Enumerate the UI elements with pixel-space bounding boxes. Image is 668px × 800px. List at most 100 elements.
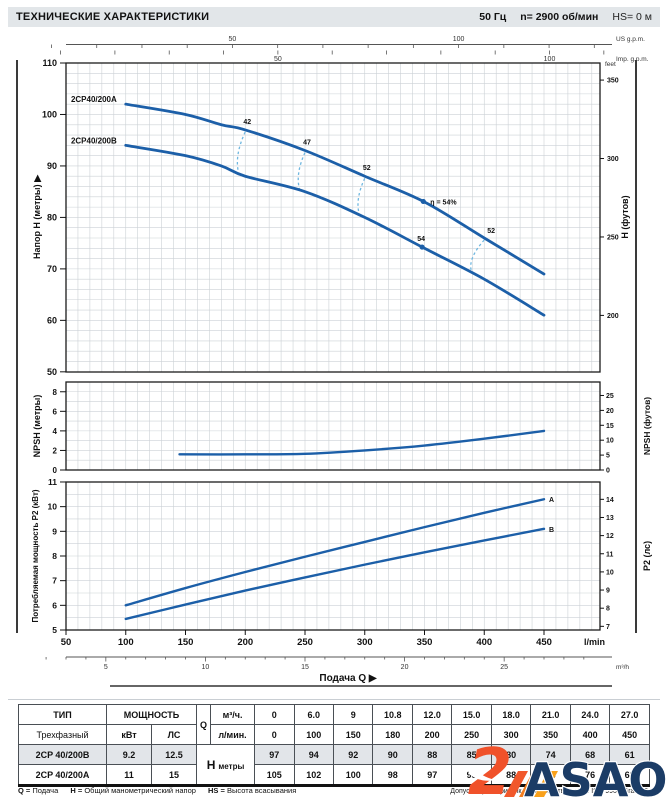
q-m3h-1: 6.0 [293, 704, 334, 725]
svg-text:90: 90 [47, 161, 57, 171]
svg-text:50: 50 [61, 637, 72, 648]
svg-text:m³/h: m³/h [616, 664, 629, 671]
svg-text:5: 5 [104, 664, 108, 671]
section-divider [8, 699, 660, 700]
q-m3h-6: 18.0 [490, 704, 532, 725]
h-b-0: 97 [254, 744, 295, 765]
h-b-6: 80 [490, 744, 532, 765]
svg-text:0: 0 [606, 468, 610, 475]
svg-text:5: 5 [52, 625, 57, 635]
pump-type-a: 2CP 40/200A [18, 764, 107, 786]
h-a-0: 105 [254, 764, 295, 786]
svg-text:52: 52 [363, 165, 371, 172]
svg-text:14: 14 [606, 497, 614, 504]
svg-text:6: 6 [53, 407, 58, 416]
svg-text:20: 20 [606, 408, 614, 415]
legend-q-val: Подача [32, 786, 59, 795]
svg-text:8: 8 [52, 551, 57, 561]
svg-text:25: 25 [606, 393, 614, 400]
type-header: ТИП [18, 704, 107, 725]
h-a-2: 100 [332, 764, 374, 786]
svg-text:10: 10 [606, 438, 614, 445]
svg-text:25: 25 [500, 664, 508, 671]
svg-text:100: 100 [453, 36, 465, 43]
svg-text:Напор H (метры) ▶: Напор H (метры) ▶ [32, 174, 42, 259]
svg-text:54: 54 [417, 236, 425, 243]
q-m3h-0: 0 [254, 704, 295, 725]
svg-text:47: 47 [303, 139, 311, 146]
svg-text:Imp. g.p.m.: Imp. g.p.m. [616, 56, 649, 63]
q-m3h-2: 9 [332, 704, 374, 725]
svg-text:P2 (лс): P2 (лс) [642, 541, 652, 571]
table-row-header1: ТИП МОЩНОСТЬ Q м³/ч. 0 6.0 9 10.8 12.0 1… [18, 704, 650, 745]
svg-text:110: 110 [42, 58, 57, 68]
logo-stripe-3 [534, 771, 558, 797]
q-m3h-7: 21.0 [530, 704, 571, 725]
svg-text:80: 80 [47, 212, 57, 222]
legend-hs-key: HS = [208, 786, 225, 795]
q-m3h-3: 10.8 [372, 704, 413, 725]
header-specs: 50 Гц n= 2900 об/мин HS= 0 м [479, 11, 652, 23]
footer: Q = Подача H = Общий манометрический нап… [18, 786, 650, 795]
svg-text:100: 100 [42, 109, 57, 119]
h-a-1: 102 [293, 764, 334, 786]
svg-text:350: 350 [417, 637, 433, 648]
q-m3h-8: 24.0 [569, 704, 611, 725]
kw-a: 11 [106, 764, 152, 786]
svg-text:200: 200 [607, 313, 619, 320]
svg-text:70: 70 [47, 264, 57, 274]
q-unit-m3h: м³/ч. [210, 704, 256, 725]
svg-text:11: 11 [48, 477, 57, 487]
h-a-3: 98 [372, 764, 413, 786]
svg-text:10: 10 [48, 502, 58, 512]
svg-text:2: 2 [53, 446, 58, 455]
svg-text:150: 150 [178, 637, 194, 648]
svg-text:NPSH (футов): NPSH (футов) [642, 397, 652, 455]
logo-swoosh [468, 765, 496, 781]
svg-text:6: 6 [52, 600, 57, 610]
logo-stripe-1 [504, 771, 528, 797]
type-sub: Трехфазный [18, 724, 107, 745]
svg-text:US g.p.m.: US g.p.m. [616, 36, 645, 43]
svg-text:2CP40/200B: 2CP40/200B [71, 136, 117, 145]
kw-b: 9.2 [106, 744, 152, 765]
svg-text:feet: feet [605, 61, 616, 68]
hp-a: 15 [150, 764, 198, 786]
svg-text:450: 450 [536, 637, 552, 648]
asao-watermark-logo: 2 ASAO [468, 736, 668, 800]
h-unit: метры [218, 761, 245, 771]
svg-text:300: 300 [357, 637, 373, 648]
svg-text:NPSH (метры): NPSH (метры) [32, 395, 42, 458]
svg-text:15: 15 [301, 664, 309, 671]
tolerance-note: Допуск характеристик в соответствии с EN… [450, 788, 650, 795]
footer-legend: Q = Подача H = Общий манометрический нап… [18, 786, 306, 795]
svg-text:20: 20 [401, 664, 409, 671]
h-b-5: 85 [451, 744, 492, 765]
page-title: ТЕХНИЧЕСКИЕ ХАРАКТЕРИСТИКИ [16, 11, 210, 23]
svg-text:350: 350 [607, 78, 619, 85]
svg-text:50: 50 [229, 36, 237, 43]
power-kw-header: кВт [106, 724, 152, 745]
q-unit-lmin: л/мин. [210, 724, 256, 745]
svg-text:8: 8 [53, 388, 58, 397]
h-label: H [206, 757, 216, 772]
power-hp-header: ЛС [150, 724, 198, 745]
legend-h-key: H = [70, 786, 83, 795]
h-a-8: 76 [569, 764, 611, 786]
hp-b: 12.5 [150, 744, 198, 765]
svg-text:10: 10 [202, 664, 210, 671]
header-bar: ТЕХНИЧЕСКИЕ ХАРАКТЕРИСТИКИ 50 Гц n= 2900… [8, 7, 660, 27]
logo-numeral: 2 [468, 736, 513, 800]
h-b-3: 90 [372, 744, 413, 765]
specifications-table: ТИП МОЩНОСТЬ Q м³/ч. 0 6.0 9 10.8 12.0 1… [18, 704, 650, 787]
q-lmin-0: 0 [254, 724, 295, 745]
svg-text:0: 0 [53, 466, 58, 475]
svg-text:60: 60 [47, 315, 57, 325]
legend-h-val: Общий манометрический напор [84, 786, 196, 795]
q-label: Q [196, 704, 212, 745]
table-row-header2: Трехфазный кВт ЛС л/мин. 0 100 150 180 2… [18, 724, 650, 745]
frequency-value: 50 Гц [479, 11, 507, 23]
speed-value: n= 2900 об/мин [520, 11, 599, 23]
